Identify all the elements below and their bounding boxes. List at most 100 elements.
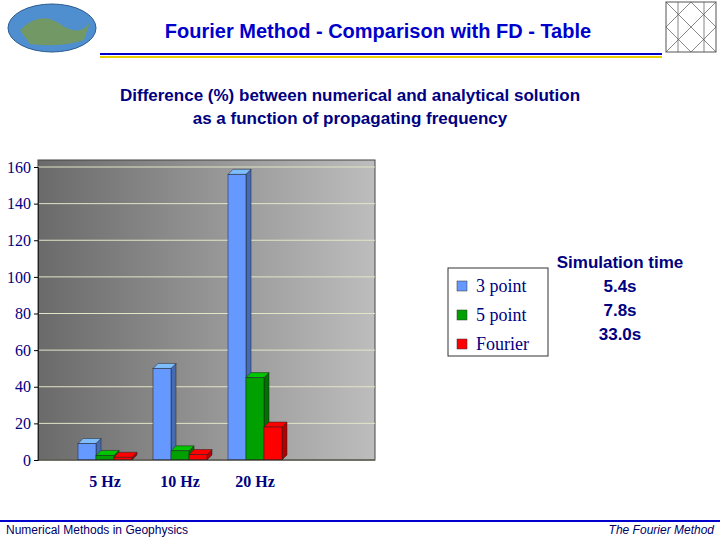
legend-label: Fourier bbox=[476, 334, 529, 354]
bar bbox=[228, 174, 246, 460]
bar-top bbox=[189, 450, 212, 455]
legend-label: 5 point bbox=[476, 305, 527, 325]
y-tick-label: 0 bbox=[23, 452, 31, 469]
x-tick: 5 Hz bbox=[89, 473, 121, 490]
grid-line bbox=[38, 386, 375, 387]
legend-box bbox=[448, 268, 548, 356]
grid-line bbox=[38, 423, 375, 424]
y-tick: 80 bbox=[15, 305, 38, 322]
footer-right: The Fourier Method bbox=[609, 523, 715, 537]
x-tick-label: 20 Hz bbox=[235, 473, 275, 490]
header-rule-accent bbox=[100, 56, 662, 58]
y-tick-label: 80 bbox=[15, 305, 31, 322]
bar bbox=[171, 451, 189, 460]
logo-globe bbox=[8, 4, 96, 52]
y-axis-line bbox=[34, 168, 39, 461]
y-tick-mark bbox=[34, 423, 38, 424]
chart-title: Difference (%) between numerical and ana… bbox=[120, 86, 580, 128]
bars bbox=[78, 169, 287, 460]
y-tick-label: 100 bbox=[7, 268, 31, 285]
chart-title-line: as a function of propagating frequency bbox=[193, 109, 508, 128]
y-tick: 140 bbox=[7, 195, 38, 212]
bar-top bbox=[171, 446, 194, 451]
bar-top bbox=[78, 439, 101, 444]
y-tick-label: 140 bbox=[7, 195, 31, 212]
bar-top bbox=[264, 422, 287, 427]
bar bbox=[96, 455, 114, 460]
grid-line bbox=[38, 203, 375, 204]
legend-swatch bbox=[457, 281, 467, 291]
logo-left bbox=[8, 4, 96, 52]
simulation-time-value: 5.4s bbox=[603, 277, 636, 296]
y-tick-label: 160 bbox=[7, 159, 31, 176]
simulation-time-value: 33.0s bbox=[599, 325, 642, 344]
y-tick: 60 bbox=[15, 342, 38, 359]
grid-line bbox=[38, 240, 375, 241]
x-axis-line bbox=[38, 460, 375, 461]
bar-3d bbox=[153, 363, 176, 460]
logo-right bbox=[666, 2, 716, 52]
y-tick-mark bbox=[34, 350, 38, 351]
y-tick-label: 60 bbox=[15, 342, 31, 359]
bar-3d bbox=[189, 450, 212, 460]
grid-line bbox=[38, 276, 375, 277]
grid-line bbox=[38, 460, 375, 461]
bar bbox=[153, 368, 171, 460]
grid-line bbox=[38, 313, 375, 314]
y-tick: 20 bbox=[15, 415, 38, 432]
bar-top bbox=[96, 450, 119, 455]
x-tick-label: 5 Hz bbox=[89, 473, 121, 490]
bar bbox=[189, 455, 207, 460]
footer-left: Numerical Methods in Geophysics bbox=[6, 523, 188, 537]
x-tick: 10 Hz bbox=[160, 473, 200, 490]
grid bbox=[38, 167, 375, 460]
legend-label: 3 point bbox=[476, 276, 527, 296]
logo-land bbox=[20, 18, 90, 45]
y-tick-mark bbox=[34, 240, 38, 241]
logo-mesh bbox=[666, 2, 716, 52]
y-tick: 40 bbox=[15, 378, 38, 395]
x-tick: 20 Hz bbox=[235, 473, 275, 490]
bar-top bbox=[114, 452, 137, 457]
simulation-time-value: 7.8s bbox=[603, 301, 636, 320]
bar-3d bbox=[264, 422, 287, 460]
bar-side bbox=[171, 363, 176, 460]
bar-top bbox=[153, 363, 176, 368]
plot-area bbox=[38, 160, 375, 460]
x-axis: 5 Hz 10 Hz 20 Hz bbox=[89, 473, 275, 490]
y-tick-mark bbox=[34, 277, 38, 278]
logo-mesh-frame bbox=[666, 2, 716, 52]
header-rule bbox=[100, 53, 662, 55]
y-tick-mark bbox=[34, 204, 38, 205]
chart-title-line: Difference (%) between numerical and ana… bbox=[120, 86, 580, 105]
grid-line bbox=[38, 167, 375, 168]
bar-top bbox=[246, 373, 269, 378]
legend: 3 point 5 point Fourier bbox=[448, 268, 548, 356]
bar bbox=[264, 427, 282, 460]
legend-swatch bbox=[457, 310, 467, 320]
bar-3d bbox=[114, 452, 137, 460]
y-tick-label: 20 bbox=[15, 415, 31, 432]
y-tick: 0 bbox=[23, 452, 38, 469]
bar bbox=[246, 378, 264, 460]
y-tick-mark bbox=[34, 314, 38, 315]
simulation-time: Simulation time 5.4s 7.8s 33.0s bbox=[557, 253, 684, 344]
grid-line bbox=[38, 350, 375, 351]
y-tick-label: 120 bbox=[7, 232, 31, 249]
simulation-time-title: Simulation time bbox=[557, 253, 684, 272]
bar-top bbox=[228, 169, 251, 174]
footer-rule bbox=[0, 520, 720, 522]
bar-side bbox=[282, 422, 287, 460]
bar bbox=[78, 444, 96, 460]
y-tick: 120 bbox=[7, 232, 38, 249]
y-tick-mark bbox=[34, 460, 38, 461]
y-axis: 0 20 40 60 80 100 120 140 160 bbox=[7, 159, 39, 469]
legend-swatch bbox=[457, 339, 467, 349]
y-tick-label: 40 bbox=[15, 378, 31, 395]
y-tick: 100 bbox=[7, 268, 38, 285]
slide-header: Fourier Method - Comparison with FD - Ta… bbox=[165, 20, 591, 42]
y-tick-mark bbox=[34, 167, 38, 168]
x-tick-label: 10 Hz bbox=[160, 473, 200, 490]
y-tick-mark bbox=[34, 387, 38, 388]
slide: Fourier Method - Comparison with FD - Ta… bbox=[0, 0, 720, 540]
